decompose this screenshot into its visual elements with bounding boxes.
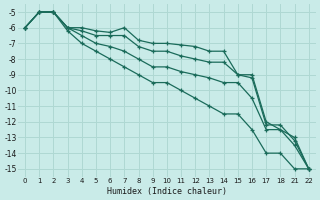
X-axis label: Humidex (Indice chaleur): Humidex (Indice chaleur) xyxy=(107,187,227,196)
